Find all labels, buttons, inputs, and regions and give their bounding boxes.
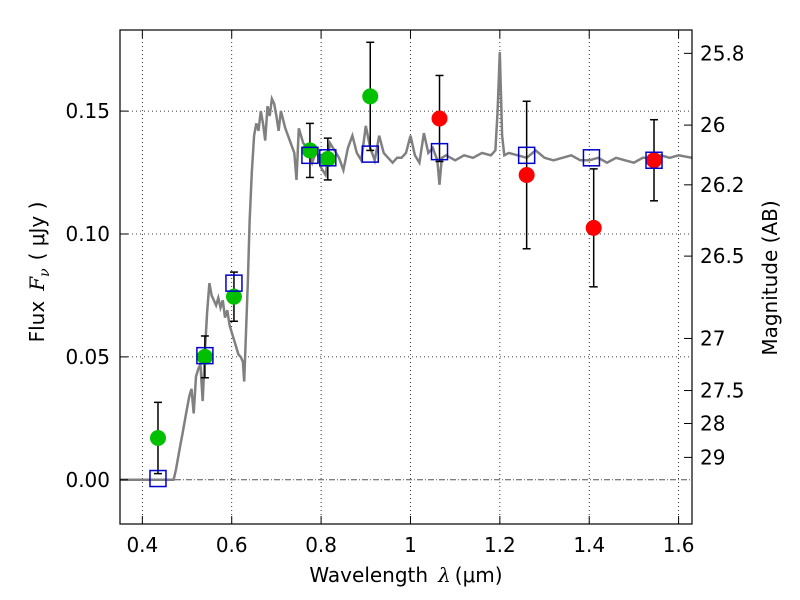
right-tick-label: 27.5 xyxy=(700,379,745,403)
red-data-point xyxy=(431,110,448,127)
model-photometry-boxes xyxy=(149,142,663,488)
y-tick-label: 0.05 xyxy=(65,345,110,369)
x-tick-label: 1.6 xyxy=(663,533,695,557)
x-axis-ticks: 0.4 0.6 0.8 1 1.2 1.4 1.6 xyxy=(126,30,695,557)
plot-frame xyxy=(119,29,693,525)
green-data-point xyxy=(149,429,166,446)
red-data-point xyxy=(518,167,535,184)
x-axis-label: Wavelength λ (μm) xyxy=(309,563,502,587)
right-tick-label: 27 xyxy=(700,326,725,350)
x-tick-label: 0.8 xyxy=(305,533,337,557)
x-tick-label: 1.2 xyxy=(484,533,516,557)
right-tick-label: 26.5 xyxy=(700,244,745,268)
red-data-point xyxy=(585,219,602,236)
model-photometry-box xyxy=(301,146,319,165)
model-photometry-box xyxy=(319,149,337,167)
right-tick-label: 29 xyxy=(700,445,725,469)
red-photometry-points xyxy=(431,110,663,236)
green-data-point xyxy=(362,88,379,105)
y-axis-ticks: 0.00 0.05 0.10 0.15 xyxy=(65,99,128,492)
errorbars xyxy=(153,41,659,475)
right-axis-label: Magnitude (AB) xyxy=(758,200,782,355)
right-tick-label: 25.8 xyxy=(700,41,745,65)
x-tick-label: 0.4 xyxy=(126,533,158,557)
grid xyxy=(120,30,692,524)
model-photometry-box xyxy=(225,274,243,292)
model-photometry-box xyxy=(645,151,663,170)
model-photometry-box xyxy=(196,346,214,365)
y-tick-label: 0.00 xyxy=(65,468,110,492)
y-axis-label: FluxFν( μJy ) xyxy=(25,202,53,343)
right-tick-label: 26.2 xyxy=(700,173,745,197)
y-tick-label: 0.10 xyxy=(65,222,110,246)
model-spectrum-line xyxy=(120,52,693,482)
y-tick-label: 0.15 xyxy=(65,99,110,123)
green-data-point xyxy=(319,151,336,168)
right-axis-ticks: 25.8 26 26.2 26.5 27 27.5 28 29 xyxy=(684,41,745,469)
x-tick-label: 1.4 xyxy=(573,533,605,557)
model-photometry-box xyxy=(517,146,536,165)
green-data-point xyxy=(301,142,318,159)
model-photometry-box xyxy=(361,145,379,163)
model-photometry-box xyxy=(430,142,449,161)
right-tick-label: 26 xyxy=(700,113,725,137)
red-data-point xyxy=(646,152,663,169)
model-photometry-box xyxy=(149,469,167,488)
model-photometry-box xyxy=(582,149,601,167)
green-data-point xyxy=(225,288,242,305)
green-data-point xyxy=(196,348,213,365)
x-tick-label: 0.6 xyxy=(216,533,248,557)
green-photometry-points xyxy=(149,88,379,446)
right-tick-label: 28 xyxy=(700,411,725,435)
x-tick-label: 1 xyxy=(404,533,417,557)
